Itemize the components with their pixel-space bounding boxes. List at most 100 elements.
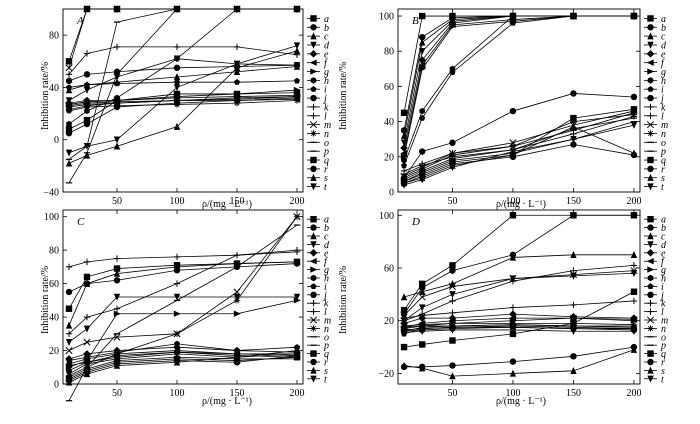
x-tick-label: 150 [566,388,581,399]
data-point-d [419,48,426,56]
data-point-l [173,43,181,51]
legend-marker-t [647,375,654,383]
legend-marker-r [310,165,317,173]
data-point-j [570,90,577,97]
series-line-h [68,8,297,125]
data-point-t [419,176,426,184]
y-axis-title-bottom-left: Inhibition rate/% [40,266,51,334]
data-point-n [419,321,426,328]
legend-label: i [661,85,664,96]
plot-frame [62,209,304,385]
series-line-a [68,261,298,309]
data-point-b [419,284,426,291]
x-tick-label: 150 [566,196,581,207]
data-point-m [400,311,408,320]
legend-label: n [324,129,329,140]
series-b [400,12,638,134]
data-point-d [113,293,121,301]
series-l [400,297,638,322]
data-point-l [83,313,91,321]
legend-marker-b [647,224,654,231]
data-point-a [400,109,408,117]
x-tick-label: 150 [230,196,245,207]
data-point-c [173,263,181,271]
legend-label: m [324,120,331,131]
legend-label: q [324,156,329,167]
legend-marker-d [647,241,654,249]
legend-label: c [661,232,666,243]
data-point-i [401,162,408,169]
series-l [65,43,301,78]
data-point-t [233,60,241,68]
legend-label: f [324,257,328,268]
data-point-b [630,212,638,219]
y-axis-title-top-left: Inhibition rate/% [40,62,51,130]
series-t [65,347,301,378]
series-b [65,260,301,296]
legend-label: l [324,307,327,318]
data-point-t [449,326,456,334]
data-point-g [113,310,121,317]
series-m [65,5,301,72]
legend-label: r [324,164,328,175]
data-point-r [83,120,91,128]
data-point-j [449,139,456,146]
data-point-l [113,43,121,51]
data-point-q [449,337,456,344]
y-tick-label: 0 [54,380,59,391]
legend-label: g [661,67,666,78]
legend-label: p [660,341,666,352]
legend-marker-g [647,266,655,273]
data-point-a [509,212,517,219]
legend-marker-k [310,103,317,111]
data-point-t [630,328,638,336]
data-point-n [400,174,408,182]
data-point-d [449,291,456,299]
x-tick-label: 50 [112,196,122,207]
data-point-t [173,84,181,92]
series-line-e [403,15,634,149]
legend-marker-e [646,249,655,257]
data-point-s [509,369,517,377]
legend-marker-k [647,103,654,111]
x-axis-title-top-right: ρ/(mg · L⁻¹) [496,199,546,210]
data-point-r [570,141,577,148]
legend-label: h [324,274,329,285]
series-i [65,77,301,91]
data-point-i [173,340,181,347]
series-b [400,212,638,318]
legend-marker-m [309,316,318,324]
data-point-t [65,370,73,378]
series-g [400,12,638,161]
legend-label: c [324,232,329,243]
legend-label: j [322,290,327,301]
legend-marker-t [647,183,654,191]
data-point-g [630,317,638,324]
legend-label: g [661,265,666,276]
data-point-s [419,364,426,372]
legend-label: d [661,40,667,51]
data-point-q [630,106,638,113]
data-point-g [570,314,578,322]
series-line-b [68,263,298,293]
legend-marker-b [647,24,654,31]
series-line-e [403,313,634,324]
data-point-t [570,136,577,144]
legend-label: r [324,358,328,369]
data-point-q [400,343,408,351]
series-line-t [68,350,298,375]
legend-label: d [324,40,330,51]
y-tick-label: 60 [49,279,59,290]
data-point-q [419,341,426,348]
data-point-c [630,251,638,259]
series-line-t [403,124,635,186]
series-line-j [403,93,634,179]
series-c [400,12,638,139]
data-point-t [509,326,517,334]
data-point-c [113,269,121,277]
data-point-i [65,357,73,364]
series-q [65,89,301,133]
series-c [65,258,301,329]
data-point-i [293,77,301,84]
